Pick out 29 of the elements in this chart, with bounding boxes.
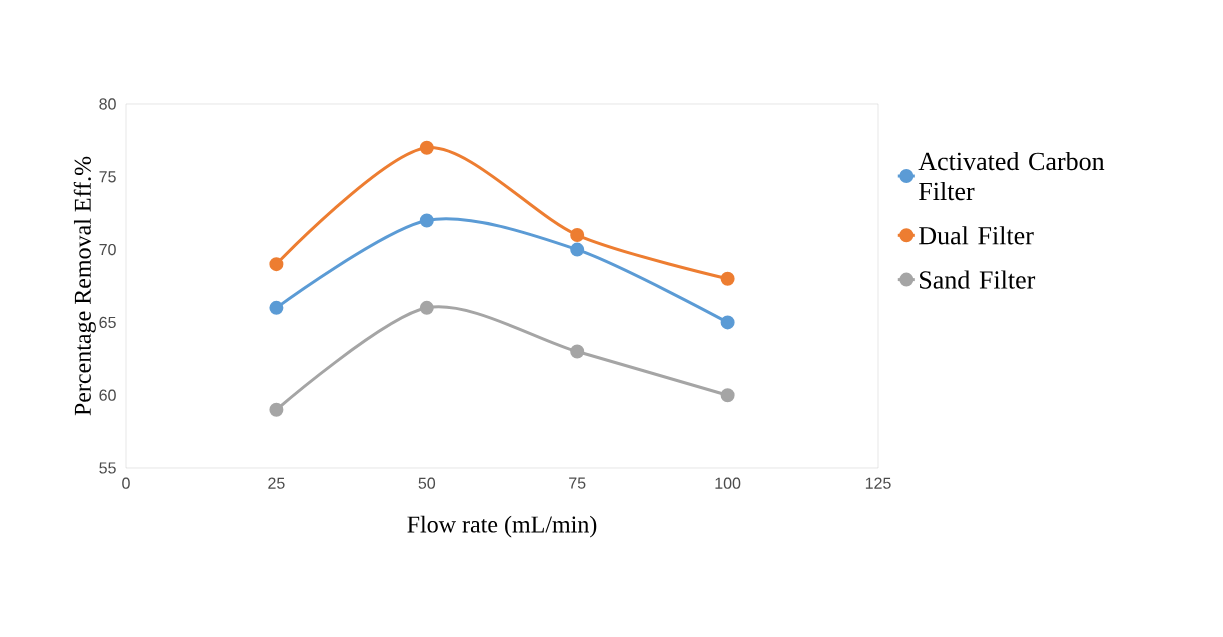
point xyxy=(570,228,585,243)
point xyxy=(419,300,434,315)
x-tick-label: 50 xyxy=(418,477,436,489)
legend-label: Dual Filter xyxy=(919,226,1034,245)
point xyxy=(570,344,585,359)
x-tick-label: 75 xyxy=(569,477,586,489)
x-axis-title: Flow rate (mL/min) xyxy=(407,515,597,538)
point xyxy=(570,242,585,257)
y-tick-label: 70 xyxy=(99,243,116,256)
point xyxy=(419,140,434,155)
point xyxy=(720,315,735,330)
y-axis-title: Percentage Removal Eff.% xyxy=(73,156,96,416)
legend-label: Activated Carbon Filter xyxy=(918,151,1105,201)
legend-label: Sand Filter xyxy=(920,270,1036,289)
y-tick-label: 55 xyxy=(99,462,116,474)
point xyxy=(269,300,284,315)
y-tick-label: 75 xyxy=(99,171,116,183)
point xyxy=(419,213,434,228)
y-tick-label: 80 xyxy=(99,98,116,110)
x-tick-label: 100 xyxy=(715,477,741,489)
point xyxy=(720,388,735,403)
y-tick-label: 60 xyxy=(99,389,116,401)
point xyxy=(269,402,284,417)
x-tick-label: 125 xyxy=(865,477,891,489)
y-tick-label: 65 xyxy=(99,316,116,329)
x-tick-label: 25 xyxy=(268,477,285,489)
x-tick-label: 0 xyxy=(122,477,130,489)
point xyxy=(720,271,735,286)
point xyxy=(269,257,284,272)
